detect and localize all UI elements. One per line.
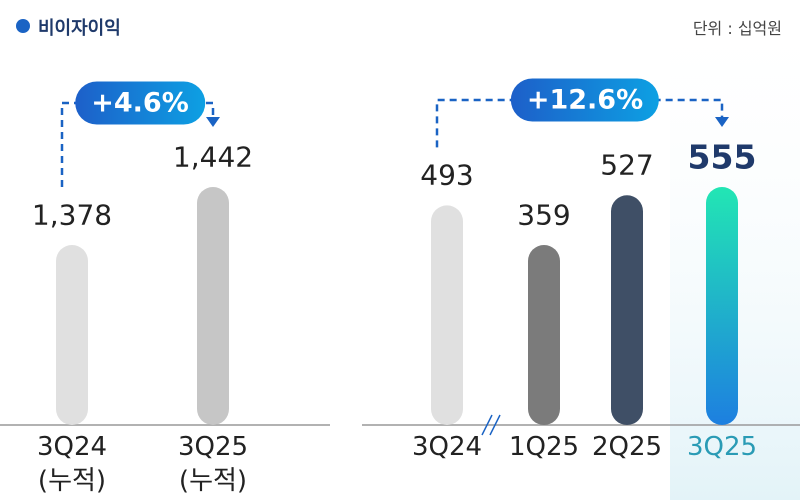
value-label: 1,378 bbox=[31, 198, 113, 232]
value-label: 493 bbox=[420, 158, 474, 192]
title: 비이자이익 bbox=[38, 18, 121, 39]
change-annotation: +4.6% bbox=[75, 81, 205, 125]
bar bbox=[706, 187, 738, 425]
value-label: 527 bbox=[600, 148, 654, 182]
category-label: 2Q25 bbox=[591, 432, 663, 462]
bar bbox=[528, 245, 560, 425]
change-connector bbox=[435, 98, 724, 148]
category-label: 1Q25 bbox=[508, 432, 580, 462]
change-annotation: +12.6% bbox=[510, 78, 660, 122]
category-label: 3Q25 (누적) bbox=[177, 432, 249, 496]
category-label: 3Q24 bbox=[411, 432, 483, 462]
category-label: 3Q25 bbox=[686, 432, 758, 462]
title-marker bbox=[16, 19, 30, 33]
value-label: 1,442 bbox=[172, 140, 254, 174]
unit: 단위 : 십억원 bbox=[692, 19, 782, 38]
axis-break bbox=[481, 414, 501, 436]
bar bbox=[611, 195, 643, 425]
value-label: 555 bbox=[687, 137, 757, 177]
bar bbox=[56, 245, 88, 425]
category-label: 3Q24 (누적) bbox=[36, 432, 108, 496]
value-label: 359 bbox=[517, 198, 571, 232]
arrow-head bbox=[206, 117, 220, 127]
arrow-head bbox=[715, 117, 729, 127]
bar bbox=[431, 205, 463, 425]
bar bbox=[197, 187, 229, 425]
